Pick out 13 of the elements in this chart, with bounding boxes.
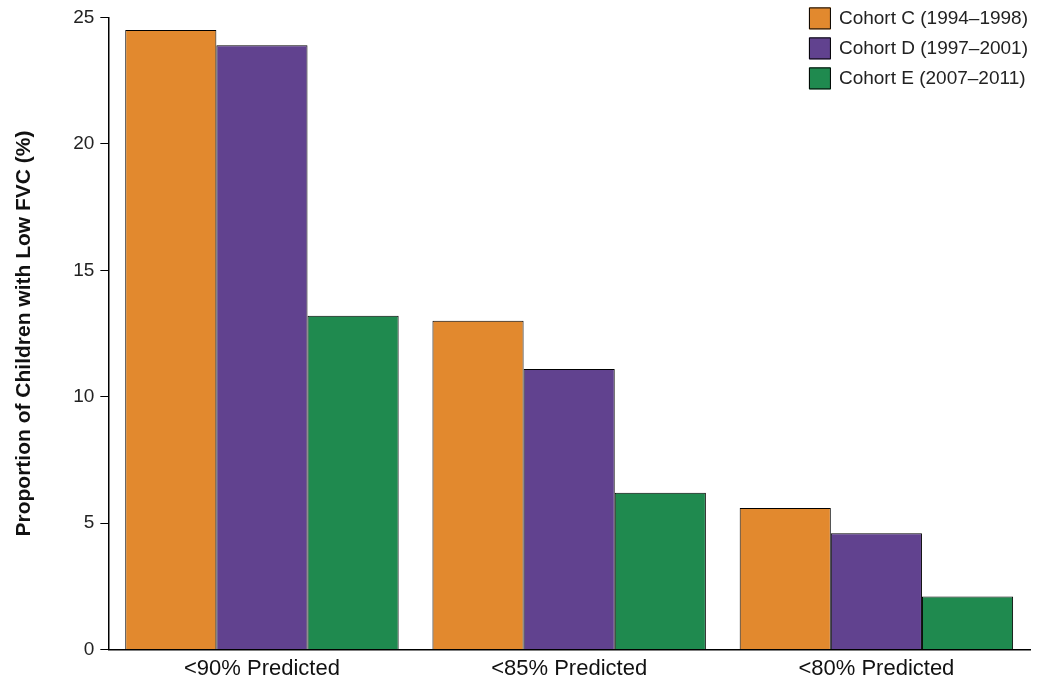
y-axis-title: Proportion of Children with Low FVC (%) (11, 130, 35, 537)
x-tick-label: <85% Predicted (491, 654, 648, 680)
y-tick-label: 0 (83, 637, 95, 659)
y-tick-label: 20 (73, 132, 95, 154)
legend-label: Cohort D (1997–2001) (838, 36, 1029, 58)
y-tick-label: 10 (73, 384, 95, 406)
x-tick-label: <90% Predicted (183, 654, 340, 680)
y-tick-label: 15 (73, 258, 95, 280)
legend-label: Cohort E (2007–2011) (838, 66, 1026, 88)
y-tick-label: 5 (83, 511, 95, 533)
x-tick-label: <80% Predicted (798, 654, 955, 680)
y-tick-label: 25 (73, 5, 95, 27)
legend-label: Cohort C (1994–1998) (838, 6, 1029, 28)
